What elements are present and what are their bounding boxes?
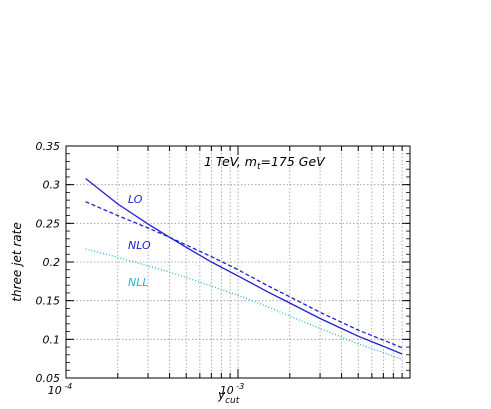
x-axis-title: ycut (217, 388, 240, 406)
y-tick-label: 0.15 (36, 295, 61, 308)
series-line-nll (85, 248, 403, 361)
series-label-nlo: NLO (128, 239, 151, 252)
series-line-lo (85, 177, 403, 355)
series-label-nll: NLL (128, 276, 149, 289)
x-tick-label: 10 -4 (48, 382, 73, 397)
series-lines (85, 177, 403, 361)
series-label-lo: LO (128, 193, 143, 206)
annotation-text: 1 TeV, mt=175 GeV (204, 154, 326, 172)
x-tick-label: 10 -3 (220, 382, 245, 397)
series-line-nlo (85, 201, 403, 349)
y-tick-label: 0.25 (36, 217, 61, 230)
grid-lines (66, 146, 410, 378)
y-tick-label: 0.2 (43, 256, 61, 269)
y-tick-label: 0.3 (43, 179, 61, 192)
axis-ticks: 0.05 0.1 0.15 0.2 0.25 0.3 0.35 10 -4 10 -3 (36, 140, 410, 397)
y-tick-label: 0.05 (36, 372, 61, 385)
series-labels: LO NLO NLL (128, 193, 151, 289)
y-tick-label: 0.35 (36, 140, 61, 153)
y-tick-label: 0.1 (43, 333, 61, 346)
y-axis-title: three jet rate (10, 222, 24, 301)
